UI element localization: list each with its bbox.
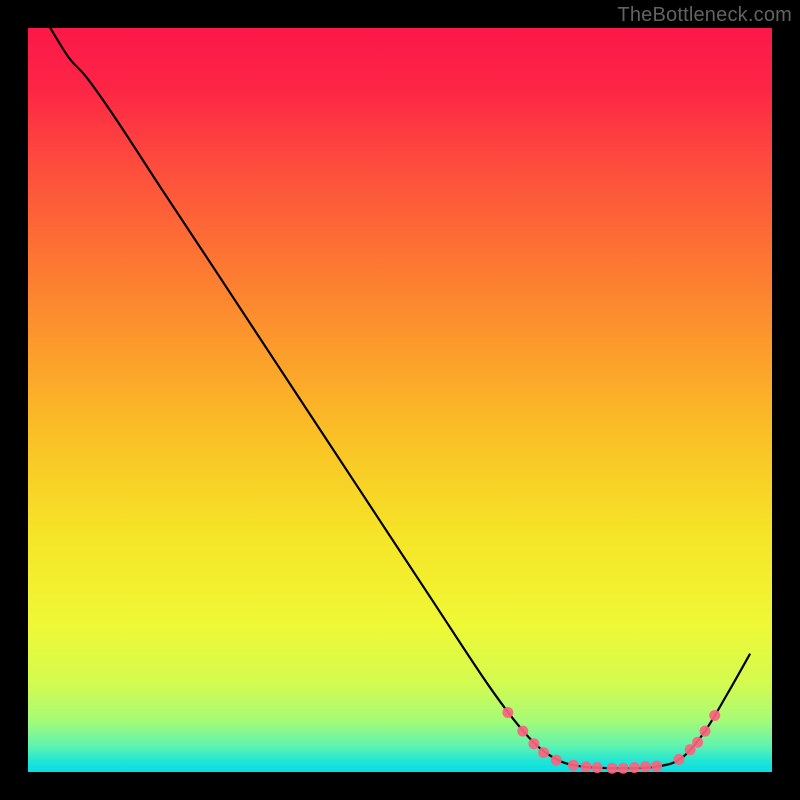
data-marker [640, 761, 651, 772]
data-marker [651, 761, 662, 772]
data-marker [528, 738, 539, 749]
data-marker [709, 710, 720, 721]
data-marker [700, 726, 711, 737]
data-marker [592, 762, 603, 773]
data-marker [674, 754, 685, 765]
data-marker [502, 707, 513, 718]
data-marker [517, 726, 528, 737]
data-marker [618, 763, 629, 774]
data-marker [551, 755, 562, 766]
data-marker [538, 747, 549, 758]
data-marker [581, 761, 592, 772]
bottleneck-line-chart [0, 0, 800, 800]
data-marker [607, 763, 618, 774]
data-marker [568, 760, 579, 771]
chart-plot-background [28, 28, 772, 772]
chart-container: TheBottleneck.com [0, 0, 800, 800]
data-marker [692, 737, 703, 748]
data-marker [629, 762, 640, 773]
